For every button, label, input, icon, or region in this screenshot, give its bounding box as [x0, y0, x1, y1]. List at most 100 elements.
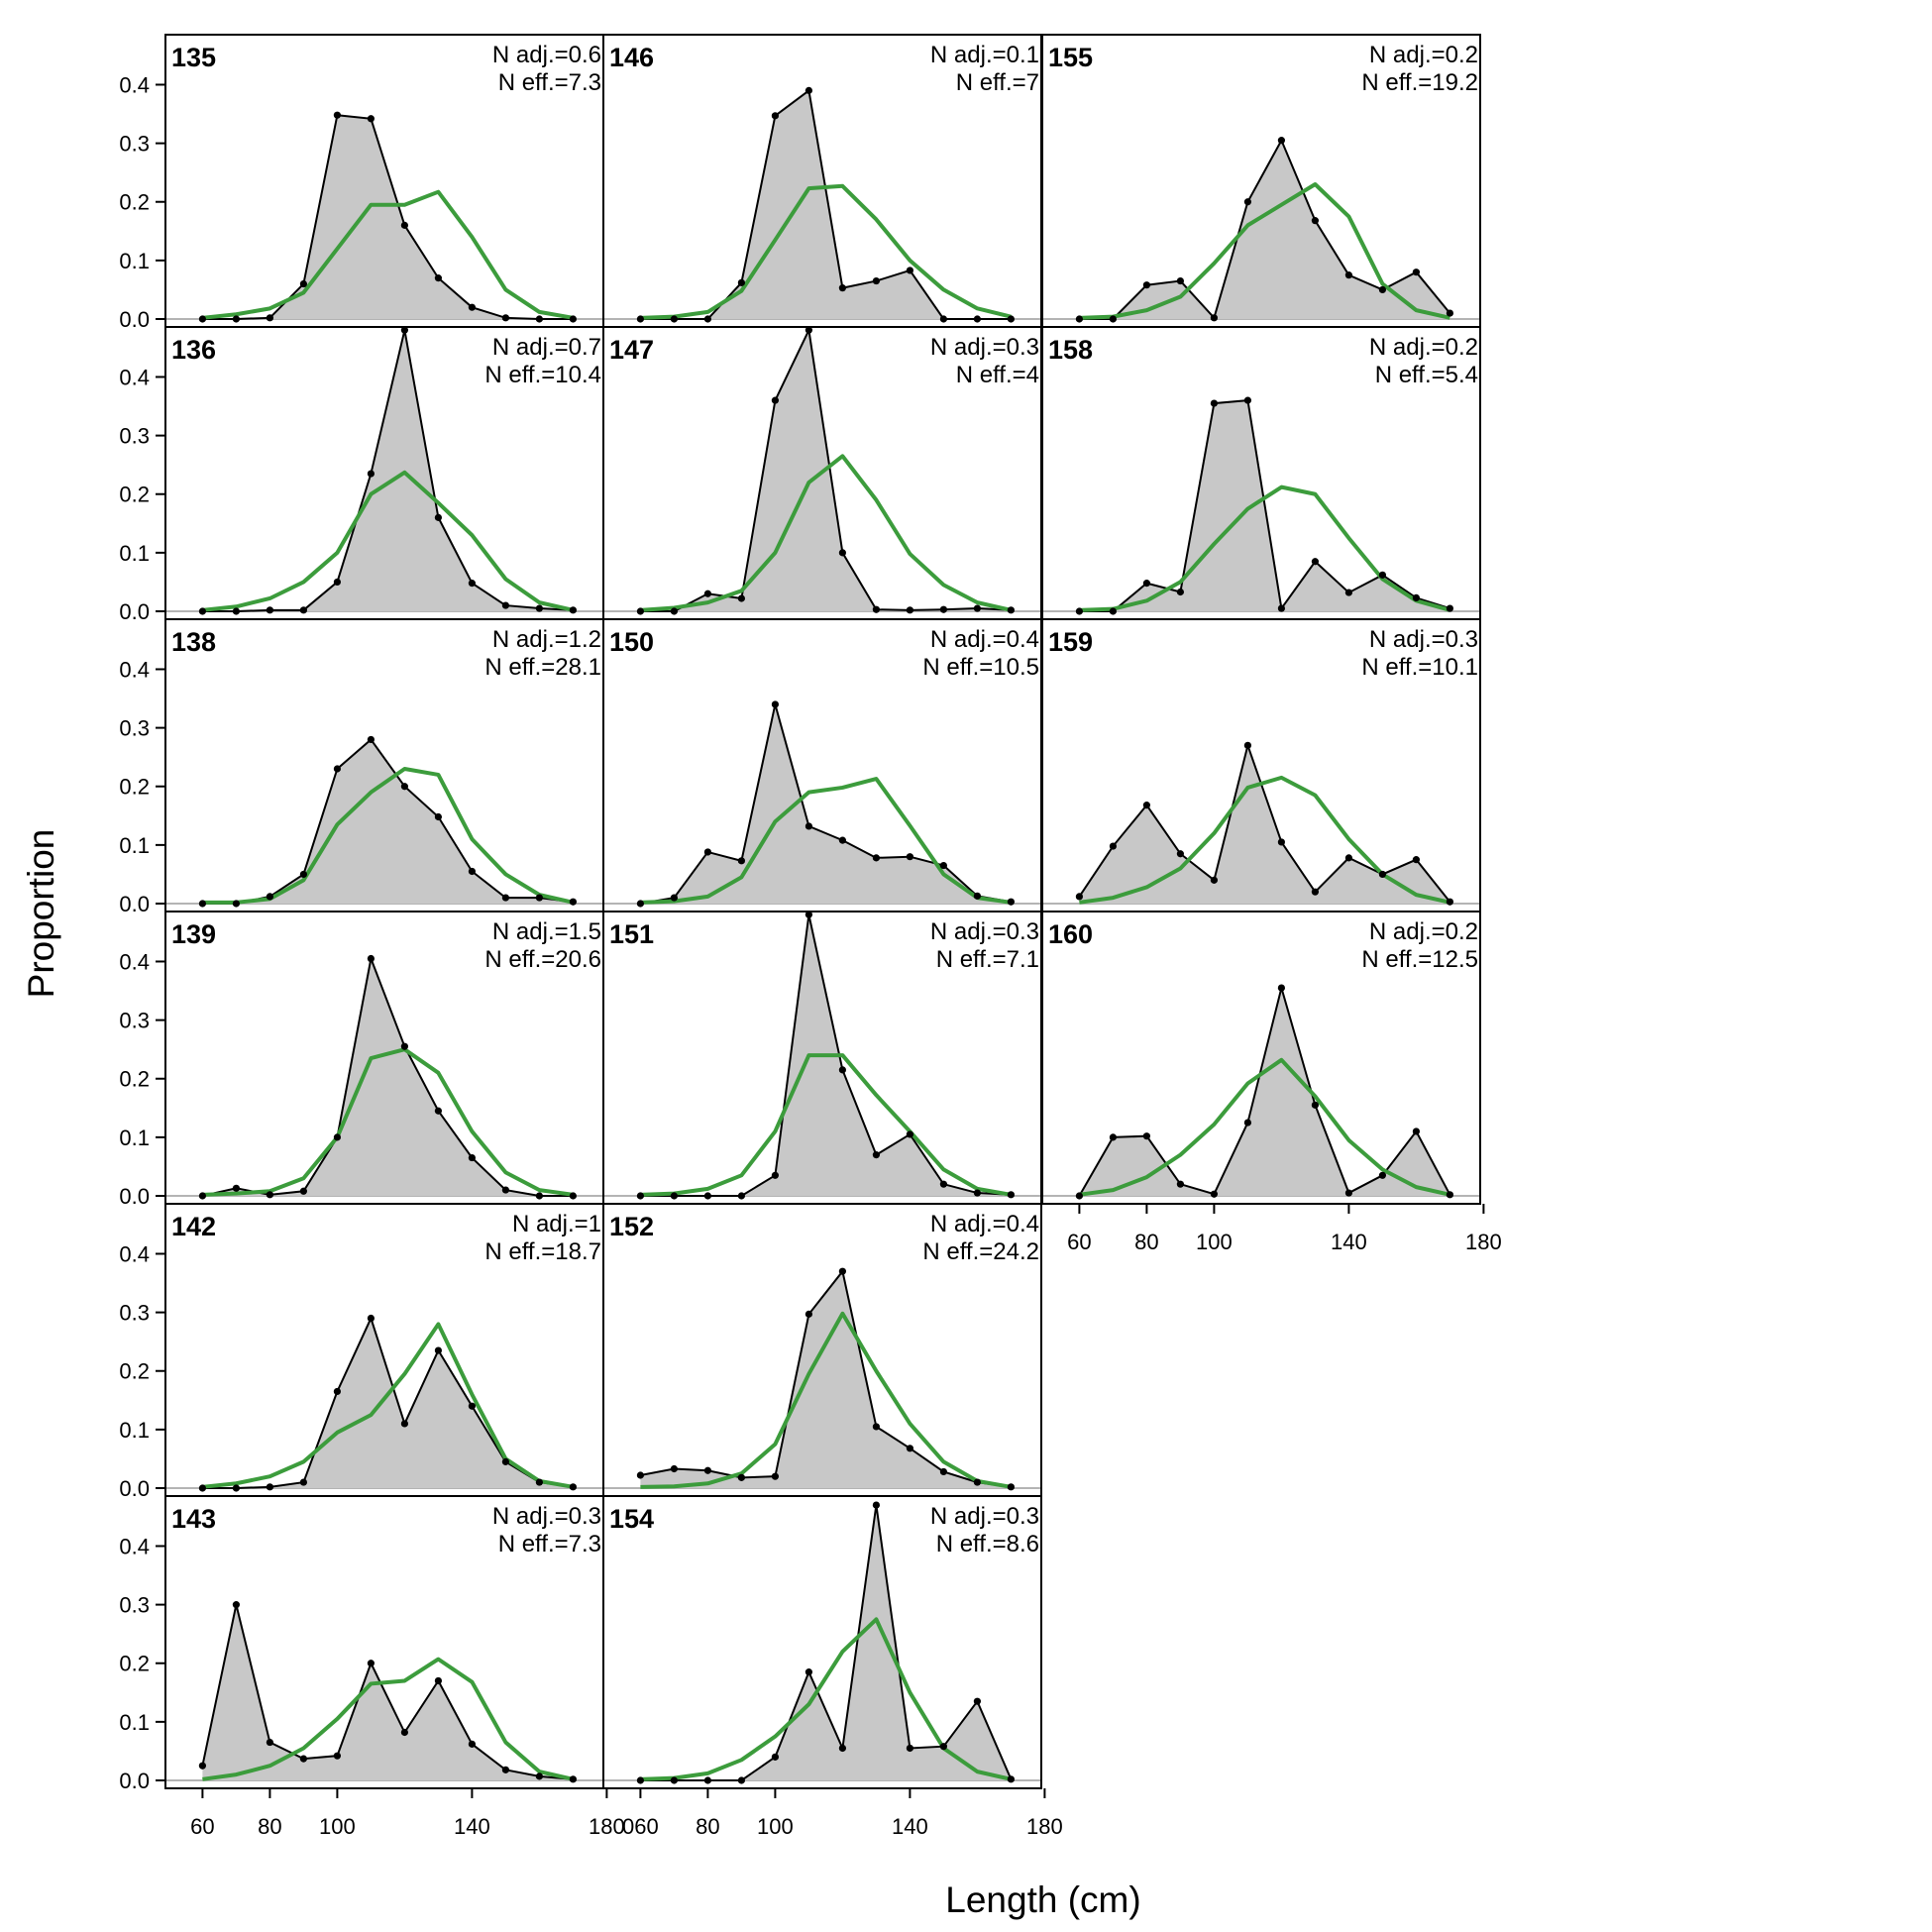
observed-point	[805, 86, 813, 94]
observed-point	[737, 1192, 746, 1200]
observed-point	[1311, 1101, 1319, 1109]
observed-point	[1210, 1190, 1218, 1198]
observed-point	[434, 1107, 442, 1115]
panel-143: 143 N adj.=0.3N eff.=7.3	[164, 1495, 604, 1789]
observed-point	[1007, 1483, 1015, 1491]
y-tick-label: 0.1	[119, 833, 150, 858]
observed-point	[1446, 309, 1453, 317]
observed-line	[1078, 741, 1451, 903]
x-tick-label: 140	[1331, 1230, 1367, 1254]
observed-point	[1243, 396, 1251, 404]
observed-point	[1075, 1192, 1083, 1200]
observed-point	[973, 892, 982, 900]
observed-point	[636, 1471, 645, 1479]
observed-point	[232, 607, 240, 615]
observed-point	[703, 1192, 712, 1200]
y-tick-label: 0.2	[119, 1359, 150, 1384]
observed-point	[501, 1766, 509, 1773]
observed-point	[1007, 1775, 1015, 1783]
observed-point	[535, 604, 544, 612]
observed-point	[266, 1738, 273, 1747]
observed-point	[1109, 1133, 1117, 1141]
observed-point	[1210, 399, 1218, 407]
x-tick-label: 60	[1067, 1230, 1091, 1254]
y-tick-label: 0.1	[119, 249, 150, 273]
x-tick-label: 80	[258, 1814, 281, 1839]
observed-point	[1378, 571, 1386, 579]
observed-point	[939, 1743, 948, 1751]
y-tick-label: 0.4	[119, 72, 150, 97]
panel-151: 151 N adj.=0.3N eff.=7.1	[602, 911, 1042, 1205]
x-tick-label: 100	[1196, 1230, 1233, 1254]
panel-135: 135 N adj.=0.6N eff.=7.3	[164, 34, 604, 328]
expected-line	[640, 183, 1012, 320]
observed-point	[299, 279, 307, 288]
expected-line	[202, 1322, 574, 1489]
observed-point	[703, 1466, 712, 1474]
observed-point	[1176, 850, 1184, 858]
panel-plot	[603, 700, 1041, 908]
panel-158: 158 N adj.=0.2N eff.=5.4	[1041, 326, 1481, 620]
panel-plot	[603, 912, 1041, 1200]
observed-area	[1079, 745, 1450, 904]
observed-point	[1412, 856, 1420, 864]
observed-area	[1079, 988, 1450, 1196]
panel-plot	[165, 111, 603, 323]
observed-point	[872, 1151, 881, 1159]
observed-point	[771, 1472, 780, 1480]
n-eff-label: N eff.=5.4	[1375, 362, 1478, 388]
observed-point	[906, 1744, 914, 1753]
observed-area	[640, 90, 1012, 320]
expected-line	[640, 1311, 1012, 1489]
observed-point	[1075, 315, 1083, 323]
panel-plot	[165, 1601, 603, 1783]
n-adj-label: N adj.=0.3	[1369, 626, 1478, 653]
panel-139: 139 N adj.=1.5N eff.=20.6	[164, 911, 604, 1205]
observed-point	[232, 1484, 240, 1492]
observed-point	[636, 1192, 645, 1200]
observed-point	[1311, 558, 1319, 566]
observed-area	[202, 958, 574, 1196]
observed-point	[737, 1776, 746, 1784]
observed-point	[1277, 137, 1285, 145]
observed-point	[838, 1267, 847, 1275]
panel-id-label: 158	[1048, 335, 1093, 365]
observed-point	[400, 783, 408, 791]
observed-point	[1446, 604, 1453, 612]
observed-point	[400, 1420, 408, 1428]
observed-point	[1311, 888, 1319, 896]
observed-point	[1344, 589, 1352, 596]
n-adj-label: N adj.=0.2	[1369, 334, 1478, 361]
observed-point	[737, 857, 746, 865]
n-adj-label: N adj.=0.3	[930, 918, 1039, 945]
observed-point	[400, 327, 408, 334]
y-tick-label: 0.3	[119, 716, 150, 741]
n-eff-label: N eff.=7	[956, 69, 1039, 96]
observed-point	[535, 1478, 544, 1486]
observed-point	[434, 1346, 442, 1354]
x-tick-label: 80	[696, 1814, 719, 1839]
observed-point	[535, 894, 544, 902]
n-adj-label: N adj.=0.2	[1369, 918, 1478, 945]
observed-point	[468, 303, 476, 311]
observed-point	[501, 1457, 509, 1465]
axes-layer: 0.0 0.1 0.2 0.3 0.4 0.0 0.1 0.2 0.3 0.4 0.0 0.1 0.2 0…	[119, 72, 1501, 1839]
observed-point	[906, 853, 914, 861]
n-eff-label: N eff.=19.2	[1361, 69, 1478, 96]
x-tick-label: 180	[589, 1814, 625, 1839]
observed-point	[333, 578, 341, 587]
n-eff-label: N eff.=20.6	[484, 946, 601, 973]
expected-line	[202, 1047, 574, 1197]
observed-point	[670, 1464, 679, 1473]
panel-plot	[603, 327, 1041, 615]
x-tick-label: 180	[1026, 1814, 1063, 1839]
observed-point	[333, 765, 341, 773]
y-tick-label: 0.3	[119, 1009, 150, 1033]
n-eff-label: N eff.=12.5	[1361, 946, 1478, 973]
observed-point	[266, 606, 273, 614]
observed-point	[299, 1478, 307, 1486]
panel-plot	[1042, 741, 1480, 906]
n-eff-label: N eff.=4	[956, 362, 1039, 388]
observed-point	[434, 1676, 442, 1685]
observed-point	[1412, 593, 1420, 602]
